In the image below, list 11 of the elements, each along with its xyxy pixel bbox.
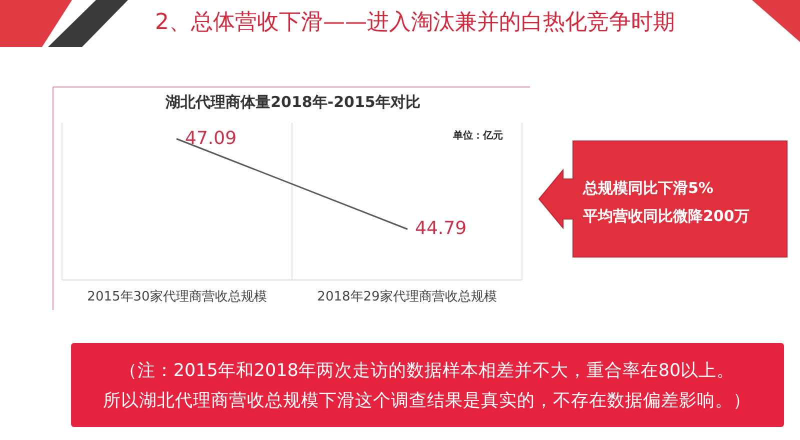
- annotation: 单位：亿元: [452, 130, 503, 142]
- text: 平均营收同比微降200万: [582, 207, 750, 226]
- x-tick-label: 2015年30家代理商营收总规模: [87, 288, 267, 305]
- data-label: 44.79: [415, 218, 467, 239]
- text: 总规模同比下滑5%: [582, 179, 714, 198]
- chart-subtitle: 湖北代理商体量2018年-2015年对比: [164, 93, 420, 112]
- chart-title: 2、总体营收下滑——进入淘汰兼并的白热化竞争时期: [155, 10, 675, 36]
- text: 所以湖北代理商营收总规模下滑这个调查结果是真实的，不存在数据偏差影响。）: [103, 390, 751, 411]
- data-label: 47.09: [185, 128, 237, 149]
- x-tick-label: 2018年29家代理商营收总规模: [317, 288, 497, 305]
- text: （注：2015年和2018年两次走访的数据样本相差并不大，重合率在80以上。: [119, 360, 735, 381]
